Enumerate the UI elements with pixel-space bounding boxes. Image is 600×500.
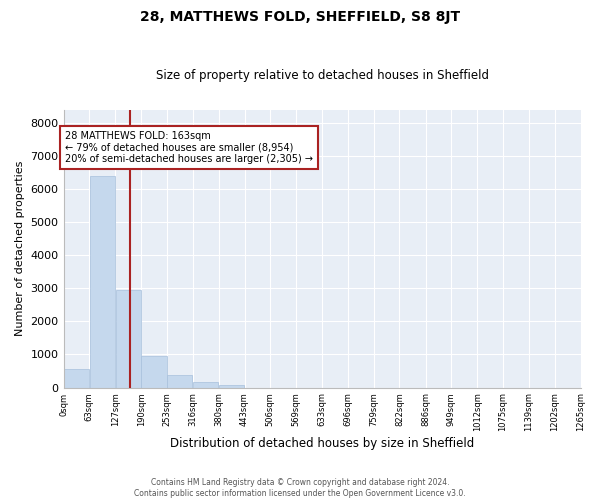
Title: Size of property relative to detached houses in Sheffield: Size of property relative to detached ho… <box>155 69 488 82</box>
Text: 28 MATTHEWS FOLD: 163sqm
← 79% of detached houses are smaller (8,954)
20% of sem: 28 MATTHEWS FOLD: 163sqm ← 79% of detach… <box>65 131 313 164</box>
Bar <box>116 290 141 388</box>
Bar <box>89 176 115 388</box>
Bar <box>167 376 193 388</box>
Text: Contains HM Land Registry data © Crown copyright and database right 2024.
Contai: Contains HM Land Registry data © Crown c… <box>134 478 466 498</box>
Bar <box>193 382 218 388</box>
Bar <box>64 370 89 388</box>
Bar <box>219 385 244 388</box>
Y-axis label: Number of detached properties: Number of detached properties <box>15 161 25 336</box>
X-axis label: Distribution of detached houses by size in Sheffield: Distribution of detached houses by size … <box>170 437 474 450</box>
Bar <box>142 356 167 388</box>
Text: 28, MATTHEWS FOLD, SHEFFIELD, S8 8JT: 28, MATTHEWS FOLD, SHEFFIELD, S8 8JT <box>140 10 460 24</box>
